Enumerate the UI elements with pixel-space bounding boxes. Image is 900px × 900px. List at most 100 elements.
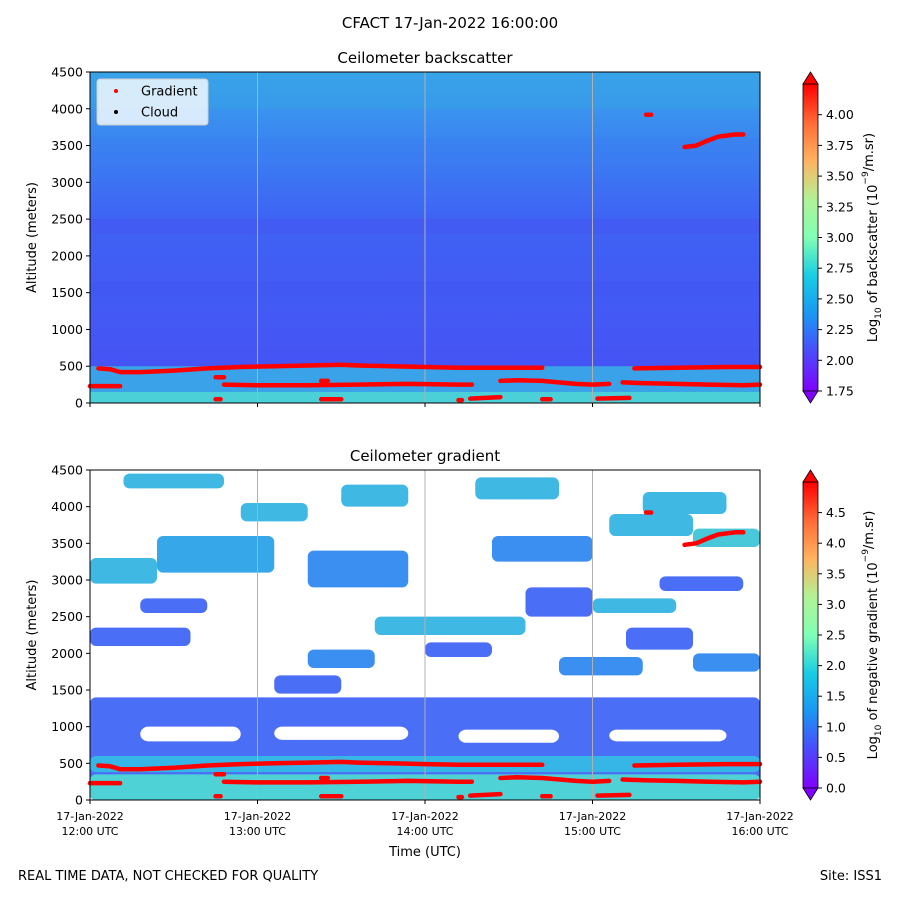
y-tick-label: 500 (59, 756, 83, 771)
y-tick-label: 2500 (51, 609, 83, 624)
panel-title: Ceilometer gradient (350, 447, 500, 465)
y-tick-label: 4000 (51, 499, 83, 514)
colorbar-tick-label: 0.5 (826, 750, 846, 765)
x-tick-label: 17-Jan-2022 (224, 810, 292, 823)
gradient-gap (458, 729, 559, 743)
x-tick-label: 17-Jan-2022 (559, 810, 627, 823)
y-tick-label: 0 (75, 396, 83, 411)
gradient-series-segment (221, 778, 475, 785)
y-tick-label: 1000 (51, 322, 83, 337)
legend-marker (114, 89, 118, 93)
gradient-patch (525, 587, 593, 617)
y-tick-label: 3000 (51, 175, 83, 190)
gradient-series-segment (467, 791, 503, 798)
gradient-patch (626, 627, 693, 650)
legend-entry-label: Cloud (141, 106, 178, 121)
y-tick-label: 3500 (51, 138, 83, 153)
gradient-patch (425, 642, 492, 657)
gradient-series-segment (467, 394, 503, 401)
x-tick-label: 14:00 UTC (396, 825, 453, 838)
suptitle: CFACT 17-Jan-2022 16:00:00 (341, 14, 559, 32)
colorbar-tick-label: 3.25 (826, 199, 854, 214)
colorbar-tick-label: 1.75 (826, 384, 854, 399)
colorbar-tick-label: 4.0 (826, 536, 846, 551)
gradient-gap (274, 726, 409, 740)
colorbar-tick-label: 2.75 (826, 261, 854, 276)
gradient-patch (659, 576, 744, 591)
gradient-series-segment (498, 377, 612, 387)
legend-marker (114, 110, 118, 114)
legend: Gradient Cloud (96, 78, 209, 126)
colorbar-tick-label: 3.5 (826, 566, 846, 581)
gradient-patch (341, 484, 409, 507)
y-tick-label: 0 (75, 793, 83, 808)
gradient-patch (374, 616, 526, 635)
gradient-series-segment (221, 381, 475, 388)
gradient-patch (240, 503, 308, 522)
gradient-series-segment (620, 777, 763, 785)
gradient-series-segment (96, 362, 545, 375)
gradient-patch (90, 627, 191, 646)
y-tick-label: 4500 (51, 65, 83, 80)
footer-site: Site: ISS1 (819, 869, 882, 884)
x-tick-label: 16:00 UTC (731, 825, 788, 838)
y-tick-label: 3500 (51, 536, 83, 551)
legend-box (96, 78, 209, 126)
colorbar-extend-min (802, 390, 819, 404)
panel-1: Ceilometer backscatter 0 500 1000 1500 2000 25… (25, 49, 884, 411)
y-tick-label: 4500 (51, 463, 83, 478)
colorbar-extend-min (802, 787, 819, 801)
gradient-patch (157, 536, 275, 573)
panel-2: Ceilometer gradient 0 500 1000 1500 2000 2500 3… (25, 447, 884, 860)
colorbar: 1.75 2.00 2.25 2.50 2.75 3.00 3.25 3.50 3.75 4.00… (802, 71, 884, 404)
footer-quality-note: REAL TIME DATA, NOT CHECKED FOR QUALITY (18, 869, 319, 884)
gradient-patch (90, 558, 157, 584)
y-tick-label: 1000 (51, 719, 83, 734)
colorbar-tick-label: 1.5 (826, 689, 846, 704)
x-tick-label: 13:00 UTC (229, 825, 286, 838)
colorbar-tick-label: 2.50 (826, 291, 854, 306)
panel-title: Ceilometer backscatter (337, 49, 513, 67)
colorbar-gradient (802, 83, 819, 392)
colorbar-tick-label: 0.0 (826, 781, 846, 796)
gradient-patch (642, 492, 727, 514)
gradient-patch (559, 657, 643, 676)
y-tick-label: 500 (59, 359, 83, 374)
gradient-patch (123, 473, 224, 489)
gradient-gap (609, 729, 727, 742)
legend-entry-label: Gradient (141, 85, 198, 100)
colorbar-extend-max (802, 71, 819, 85)
colorbar-gradient (802, 481, 819, 789)
colorbar-tick-label: 4.5 (826, 505, 846, 520)
colorbar-tick-label: 3.75 (826, 138, 854, 153)
y-tick-label: 1500 (51, 285, 83, 300)
gradient-patch (307, 649, 375, 668)
gradient-gap (140, 726, 241, 742)
colorbar-tick-label: 3.0 (826, 597, 846, 612)
x-tick-label: 17-Jan-2022 (726, 810, 794, 823)
gradient-patch (592, 598, 677, 613)
gradient-series-segment (620, 380, 763, 388)
y-tick-label: 2000 (51, 248, 83, 263)
colorbar: 0.0 0.5 1.0 1.5 2.0 2.5 3.0 3.5 4.0 4.5 Log10 of n… (802, 469, 884, 801)
x-tick-label: 12:00 UTC (61, 825, 118, 838)
colorbar-tick-label: 4.00 (826, 107, 854, 122)
y-tick-label: 2000 (51, 646, 83, 661)
y-tick-label: 3000 (51, 573, 83, 588)
gradient-series-segment (682, 132, 746, 150)
colorbar-tick-label: 3.50 (826, 169, 854, 184)
gradient-series-segment (632, 761, 763, 768)
gradient-series-segment (96, 759, 545, 772)
gradient-series-segment (595, 395, 632, 401)
colorbar-tick-label: 2.5 (826, 628, 846, 643)
colorbar-tick-label: 1.0 (826, 719, 846, 734)
colorbar-extend-max (802, 469, 819, 483)
colorbar-tick-label: 3.00 (826, 230, 854, 245)
gradient-series-segment (595, 792, 632, 798)
colorbar-tick-label: 2.00 (826, 353, 854, 368)
y-axis-label: Altitude (meters) (25, 580, 40, 691)
gradient-series-segment (682, 530, 746, 548)
gradient-series-segment (632, 364, 763, 371)
y-axis-label: Altitude (meters) (25, 182, 40, 293)
